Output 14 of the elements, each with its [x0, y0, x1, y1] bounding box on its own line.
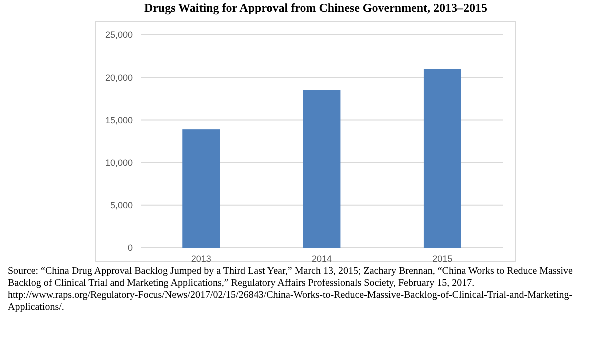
bar — [424, 69, 462, 248]
chart-title: Drugs Waiting for Approval from Chinese Government, 2013–2015 — [144, 1, 488, 15]
source-note: Source: “China Drug Approval Backlog Jumped by a Third Last Year,” March 13, 2015; Zachary Brennan, “China Works to Reduce Massive Backlog of Clinical Trial and Marketing Applications,” Regulatory Affairs Professionals Society, February 15, 2017. http://www.raps.org/Regulatory-Focus/News/2017/02/15/26843/China-Works-to-Reduce-Massive-Backlog-of-Clinical-Trial-and-Marketing-Applications/. — [8, 266, 574, 314]
x-tick-label: 2015 — [432, 254, 453, 264]
x-tick-label: 2013 — [191, 254, 212, 264]
y-tick-label: 5,000 — [110, 200, 133, 211]
y-tick-label: 15,000 — [105, 115, 133, 126]
bar — [182, 130, 220, 248]
y-tick-label: 0 — [128, 243, 133, 254]
y-tick-label: 10,000 — [105, 158, 133, 168]
y-tick-label: 20,000 — [105, 72, 133, 83]
bar — [303, 90, 341, 248]
y-tick-label: 25,000 — [105, 30, 133, 40]
x-tick-label: 2014 — [312, 254, 332, 264]
